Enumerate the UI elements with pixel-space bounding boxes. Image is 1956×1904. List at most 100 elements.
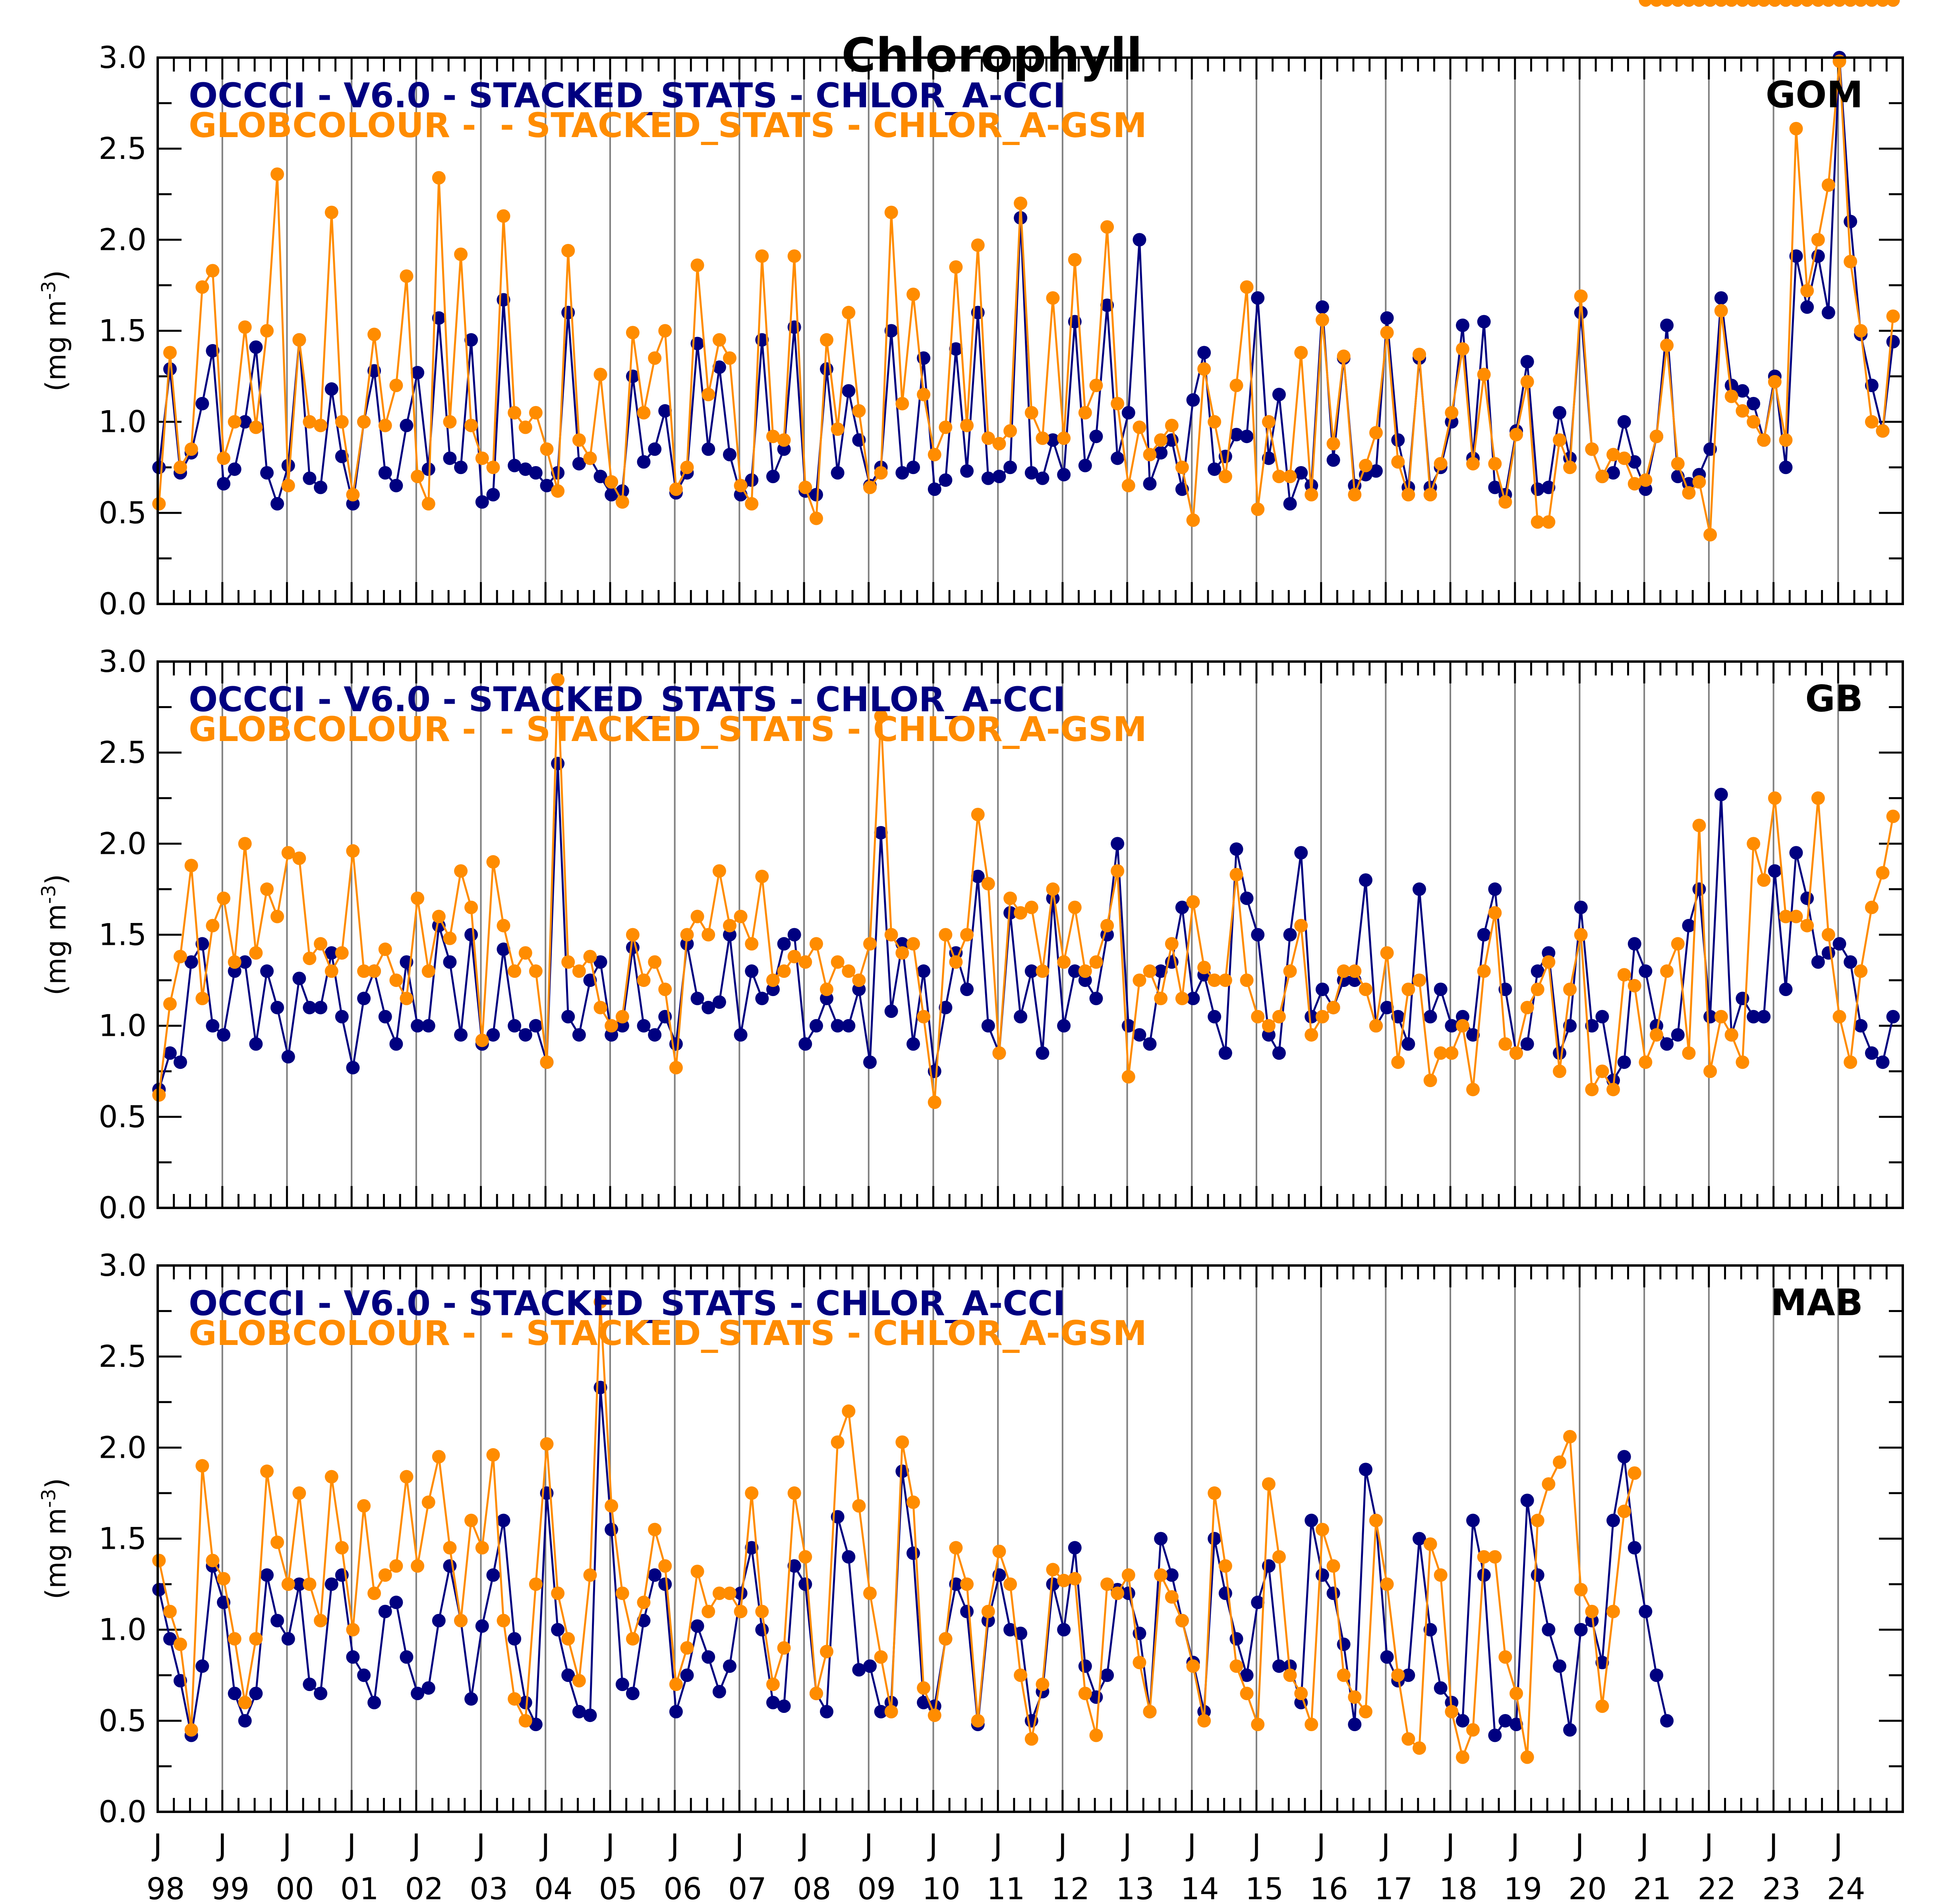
data-point	[163, 1632, 177, 1646]
data-point	[1617, 968, 1631, 982]
data-point	[1627, 1541, 1641, 1555]
data-point	[787, 249, 801, 263]
data-point	[1401, 488, 1415, 501]
data-point	[917, 964, 931, 978]
data-point	[475, 1033, 489, 1047]
data-point	[1692, 475, 1706, 489]
data-point	[1724, 379, 1738, 392]
data-point	[831, 955, 845, 969]
data-point	[1531, 964, 1544, 978]
data-point	[271, 1614, 284, 1627]
data-point	[1563, 1723, 1577, 1737]
data-point	[1262, 1477, 1276, 1491]
data-point	[367, 1587, 381, 1600]
x-tick-label: 06	[663, 1871, 702, 1902]
x-month-label: J	[1186, 1827, 1196, 1863]
data-point	[820, 1645, 833, 1658]
data-point	[572, 1028, 586, 1042]
data-point	[702, 442, 715, 456]
data-point	[486, 1028, 500, 1042]
data-point	[389, 379, 403, 392]
data-point	[1348, 1690, 1362, 1704]
data-point	[1036, 964, 1050, 978]
data-point	[529, 1577, 543, 1591]
data-point	[475, 451, 489, 465]
data-point	[1434, 1681, 1448, 1695]
data-point	[1165, 937, 1179, 951]
legend-entry-occci: OCCCI - V6.0 - STACKED_STATS - CHLOR_A-C…	[189, 680, 1066, 720]
data-point	[1036, 471, 1050, 485]
data-point	[1197, 362, 1211, 376]
data-point	[1703, 528, 1717, 542]
data-point	[1682, 1046, 1696, 1060]
data-point	[1240, 1668, 1254, 1682]
data-point	[1348, 1718, 1362, 1731]
data-point	[1811, 791, 1825, 805]
data-point	[411, 1559, 425, 1573]
data-point	[1240, 891, 1254, 905]
data-point	[1133, 1656, 1146, 1670]
x-tick-label: 23	[1762, 1871, 1801, 1902]
data-point	[1186, 393, 1200, 407]
data-point	[1423, 1623, 1437, 1637]
y-tick-label: 3.0	[99, 644, 147, 679]
data-point	[745, 964, 759, 978]
data-point	[1606, 1604, 1620, 1618]
y-tick-label: 0.5	[99, 1703, 147, 1738]
data-point	[1337, 964, 1351, 978]
data-point	[1553, 1064, 1567, 1078]
data-point	[755, 249, 769, 263]
data-point	[443, 1559, 457, 1573]
x-tick-label: 10	[922, 1871, 961, 1902]
data-point	[378, 1604, 392, 1618]
data-point	[1240, 973, 1254, 987]
data-point	[939, 1632, 953, 1646]
data-point	[605, 488, 618, 501]
data-point	[1229, 428, 1243, 441]
y-tick-label: 2.5	[99, 735, 147, 770]
data-point	[529, 1718, 543, 1731]
data-point	[486, 1448, 500, 1462]
data-point	[411, 1687, 425, 1701]
data-point	[1854, 1019, 1868, 1033]
data-point	[1747, 1010, 1761, 1024]
data-point	[1510, 1687, 1523, 1701]
data-point	[260, 1464, 274, 1478]
data-point	[648, 955, 662, 969]
data-point	[1423, 1010, 1437, 1024]
y-tick-label: 0.5	[99, 495, 147, 530]
data-point	[1305, 1513, 1318, 1527]
data-point	[1779, 461, 1793, 474]
data-point	[1595, 470, 1609, 484]
data-point	[497, 1513, 510, 1527]
data-point	[228, 1632, 242, 1646]
data-point	[1639, 1604, 1653, 1618]
y-axis-label: (mg m-3)	[38, 874, 72, 996]
data-point	[1886, 0, 1900, 7]
data-point	[1671, 457, 1685, 471]
data-point	[1627, 979, 1641, 993]
data-point	[1714, 291, 1728, 305]
data-point	[1283, 1668, 1297, 1682]
data-point	[852, 404, 866, 418]
data-point	[702, 1604, 715, 1618]
data-point	[260, 1568, 274, 1582]
x-tick-label: 02	[405, 1871, 443, 1902]
data-point	[1036, 1678, 1050, 1691]
data-point	[992, 437, 1006, 451]
data-point	[1229, 1632, 1243, 1646]
data-point	[1650, 430, 1664, 443]
data-point	[1401, 1037, 1415, 1051]
data-point	[508, 1019, 522, 1033]
data-point	[690, 258, 704, 272]
data-point	[1111, 864, 1125, 878]
data-point	[981, 877, 995, 891]
data-point	[971, 808, 985, 821]
data-point	[917, 1010, 931, 1024]
chart-title: Chlorophyll	[841, 28, 1142, 83]
data-point	[1445, 1046, 1459, 1060]
data-point	[723, 919, 736, 933]
data-point	[1779, 909, 1793, 923]
x-month-label: J	[863, 1827, 873, 1863]
data-point	[766, 1678, 780, 1691]
